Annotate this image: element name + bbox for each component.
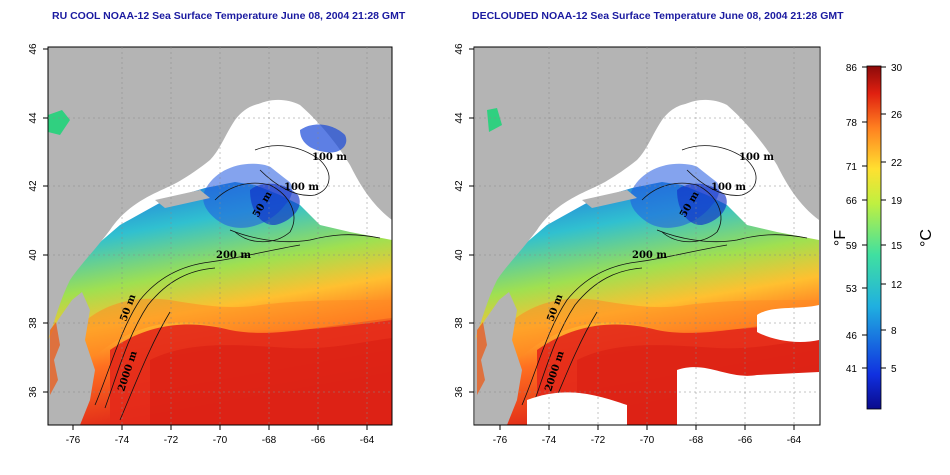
left-contour-label-100m-a: 100 m	[312, 152, 347, 163]
right-lat-tick-label: 42	[454, 180, 465, 192]
right-lat-tick-label: 44	[454, 112, 465, 124]
left-gridlines	[48, 47, 392, 425]
left-lat-tick-label: 42	[28, 180, 39, 192]
right-lat-tick-label: 38	[454, 317, 465, 329]
right-gridlines	[474, 47, 820, 425]
celsius-tick-label: 8	[891, 326, 897, 337]
left-lat-tick-label: 38	[28, 317, 39, 329]
left-lon-tick-label: -66	[311, 435, 326, 446]
celsius-tick-label: 12	[891, 280, 903, 291]
left-lon-tick-label: -68	[262, 435, 277, 446]
celsius-tick-label: 15	[891, 241, 903, 252]
fahrenheit-tick-label: 41	[846, 364, 858, 375]
left-lon-tick-label: -74	[115, 435, 130, 446]
fahrenheit-unit-label: °F	[832, 230, 849, 246]
fahrenheit-tick-label: 53	[846, 284, 858, 295]
left-lat-tick-label: 40	[28, 249, 39, 261]
right-lon-tick-label: -70	[640, 435, 655, 446]
celsius-tick-label: 30	[891, 63, 903, 74]
right-lat-tick-label: 36	[454, 386, 465, 398]
right-lon-tick-label: -74	[542, 435, 557, 446]
right-map-title: DECLOUDED NOAA-12 Sea Surface Temperatur…	[472, 10, 844, 22]
left-lon-tick-label: -64	[360, 435, 375, 446]
fahrenheit-tick-label: 86	[846, 63, 858, 74]
right-lon-tick-label: -66	[738, 435, 753, 446]
temperature-colorbar: 86 78 71 66 59 53 46 41 30 26 22 19 15 1…	[832, 63, 935, 410]
left-lon-tick-label: -76	[66, 435, 81, 446]
right-lon-tick-label: -76	[493, 435, 508, 446]
celsius-tick-label: 22	[891, 158, 903, 169]
right-lat-tick-label: 46	[454, 43, 465, 55]
left-lon-tick-label: -72	[164, 435, 179, 446]
left-contour-label-100m-b: 100 m	[284, 182, 319, 193]
celsius-tick-label: 5	[891, 364, 897, 375]
right-lon-tick-label: -64	[787, 435, 802, 446]
right-sst-map: 100 m 100 m 50 m 200 m 50 m 2000 m	[473, 46, 821, 426]
fahrenheit-tick-label: 46	[846, 331, 858, 342]
left-lat-tick-label: 46	[28, 43, 39, 55]
right-contour-label-100m-b: 100 m	[711, 182, 746, 193]
left-lon-tick-label: -70	[213, 435, 228, 446]
right-contour-label-100m-a: 100 m	[739, 152, 774, 163]
celsius-tick-label: 26	[891, 110, 903, 121]
left-sst-map: 100 m 100 m 50 m 200 m 50 m 2000 m	[47, 46, 393, 426]
right-lon-tick-label: -68	[689, 435, 704, 446]
fahrenheit-tick-label: 59	[846, 241, 858, 252]
right-contour-label-200m: 200 m	[632, 250, 667, 261]
left-lat-tick-label: 44	[28, 112, 39, 124]
colorbar-gradient	[866, 65, 882, 410]
right-lat-tick-label: 40	[454, 249, 465, 261]
left-map-title: RU COOL NOAA-12 Sea Surface Temperature …	[52, 10, 406, 22]
celsius-unit-label: °C	[918, 229, 935, 247]
fahrenheit-tick-label: 78	[846, 118, 858, 129]
celsius-tick-label: 19	[891, 196, 903, 207]
left-lat-tick-label: 36	[28, 386, 39, 398]
right-lon-tick-label: -72	[591, 435, 606, 446]
left-contour-label-200m: 200 m	[216, 250, 251, 261]
fahrenheit-tick-label: 71	[846, 162, 858, 173]
left-axes: -76 -74 -72 -70 -68 -66 -64 36 38 40 42 …	[28, 43, 375, 446]
fahrenheit-tick-label: 66	[846, 196, 858, 207]
right-axes: -76 -74 -72 -70 -68 -66 -64 36 38 40 42 …	[454, 43, 802, 446]
